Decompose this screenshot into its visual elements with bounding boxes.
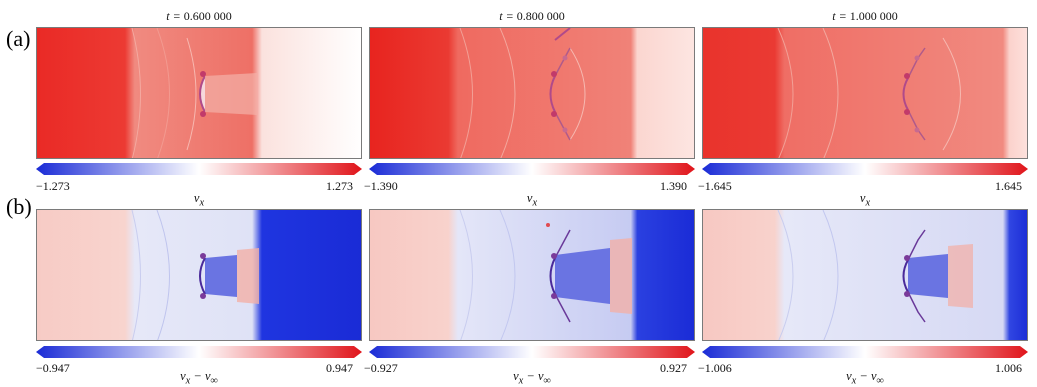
- colorbar-b-2-label: vx − v∞: [369, 369, 695, 387]
- quantity-symbol: v: [180, 369, 186, 383]
- quantity-symbol: v: [859, 191, 866, 205]
- time-title-1: t = 0.600 000: [36, 9, 362, 24]
- time-value: 1.000 000: [849, 9, 898, 23]
- time-value: 0.800 000: [516, 9, 565, 23]
- vx-minus-vinf-field-panel-2: [369, 209, 695, 341]
- quantity-subscript-inf: ∞: [543, 375, 551, 387]
- quantity-subscript-inf: ∞: [876, 375, 884, 387]
- colorbar-b-1-min: −0.947: [36, 361, 70, 375]
- quantity-minus: − v: [523, 369, 544, 383]
- colorbar-a-3: [702, 163, 1028, 175]
- vx-field-panel-2: [369, 27, 695, 159]
- colorbar-b-1-max: 0.947: [326, 361, 353, 375]
- time-title-3: t = 1.000 000: [702, 9, 1028, 24]
- colorbar-a-3-label: vx: [702, 191, 1028, 209]
- vx-field-panel-1: [36, 27, 362, 159]
- quantity-subscript: x: [199, 197, 205, 209]
- colorbar-a-2-max: 1.390: [660, 179, 687, 193]
- quantity-minus: − v: [856, 369, 877, 383]
- colorbar-a-2-label: vx: [369, 191, 695, 209]
- vx-field-panel-3: [702, 27, 1028, 159]
- vx-minus-vinf-field-panel-3: [702, 209, 1028, 341]
- quantity-symbol: v: [846, 369, 852, 383]
- time-value: 0.600 000: [183, 9, 232, 23]
- time-symbol: t =: [832, 9, 850, 23]
- row-a-label: (a): [6, 26, 31, 51]
- colorbar-b-2-max: 0.927: [660, 361, 687, 375]
- colorbar-b-3-min: −1.006: [698, 361, 732, 375]
- quantity-symbol: v: [513, 369, 519, 383]
- colorbar-b-2: [369, 346, 695, 358]
- quantity-subscript: x: [851, 375, 857, 387]
- time-title-2: t = 0.800 000: [369, 9, 695, 24]
- colorbar-a-1-label: vx: [36, 191, 362, 209]
- colorbar-b-3-max: 1.006: [995, 361, 1022, 375]
- colorbar-a-3-max: 1.645: [995, 179, 1022, 193]
- quantity-subscript: x: [185, 375, 191, 387]
- colorbar-b-2-min: −0.927: [364, 361, 398, 375]
- colorbar-a-2-min: −1.390: [364, 179, 398, 193]
- vx-minus-vinf-field-panel-1: [36, 209, 362, 341]
- quantity-minus: − v: [190, 369, 211, 383]
- quantity-subscript-inf: ∞: [210, 375, 218, 387]
- time-symbol: t =: [166, 9, 184, 23]
- colorbar-a-2: [369, 163, 695, 175]
- colorbar-b-1: [36, 346, 362, 358]
- colorbar-b-3: [702, 346, 1028, 358]
- time-symbol: t =: [499, 9, 517, 23]
- quantity-symbol: v: [193, 191, 200, 205]
- colorbar-a-1-min: −1.273: [36, 179, 70, 193]
- colorbar-b-1-label: vx − v∞: [36, 369, 362, 387]
- colorbar-a-3-min: −1.645: [698, 179, 732, 193]
- quantity-subscript: x: [532, 197, 538, 209]
- colorbar-a-1: [36, 163, 362, 175]
- quantity-subscript: x: [865, 197, 871, 209]
- quantity-symbol: v: [526, 191, 533, 205]
- quantity-subscript: x: [518, 375, 524, 387]
- colorbar-a-1-max: 1.273: [326, 179, 353, 193]
- colorbar-b-3-label: vx − v∞: [702, 369, 1028, 387]
- row-b-label: (b): [6, 194, 32, 219]
